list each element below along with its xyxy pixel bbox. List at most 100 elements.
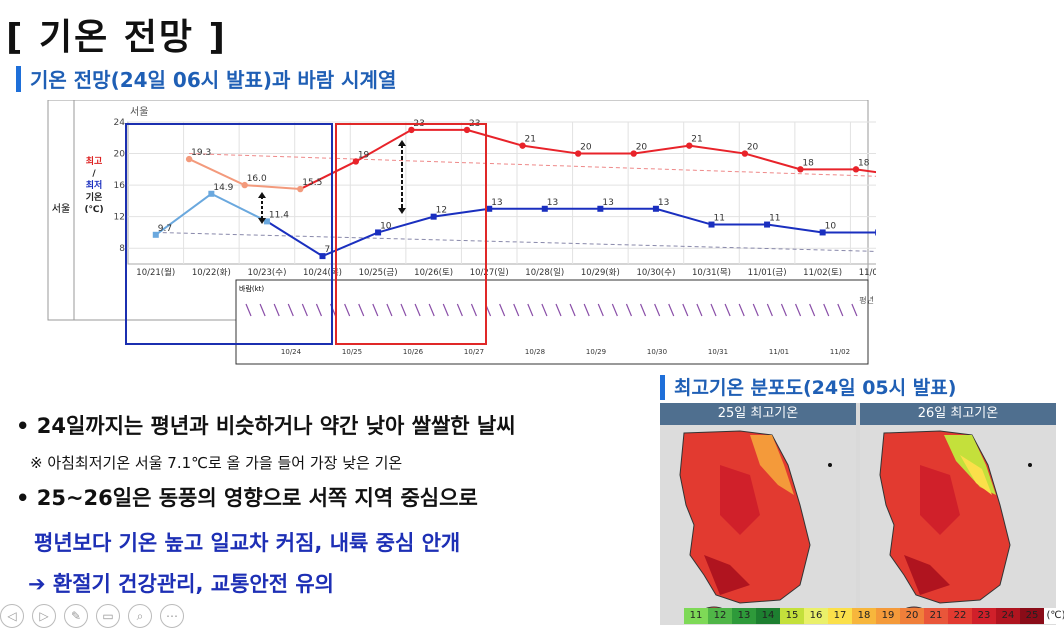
- wind-barb: [259, 303, 266, 317]
- chart-title: 서울: [130, 106, 148, 118]
- series-line: [299, 128, 876, 190]
- legend-cell: 22: [948, 608, 972, 624]
- data-label: 21: [525, 135, 536, 145]
- data-point: [185, 155, 193, 163]
- next-icon[interactable]: ▷: [32, 604, 56, 628]
- data-point: [463, 126, 471, 134]
- data-point: [875, 229, 876, 236]
- legend-cell: 16: [804, 608, 828, 624]
- data-point: [630, 150, 637, 157]
- wind-barb: [442, 303, 449, 317]
- korea-map-25: [679, 430, 832, 620]
- normal-legend: 평년: [859, 295, 874, 305]
- map-section-title: 최고기온 분포도(24일 05시 발표): [674, 377, 957, 399]
- x-tick-label: 10/25(금): [359, 268, 398, 278]
- y-tick-label: 8: [119, 244, 125, 254]
- marker-icon[interactable]: ▭: [96, 604, 120, 628]
- wind-barb: [400, 303, 407, 317]
- legend-cell: 14: [756, 608, 780, 624]
- wind-tick-label: 10/26: [403, 348, 424, 356]
- wind-barb: [358, 303, 365, 317]
- wind-barb: [837, 303, 844, 317]
- data-point: [574, 150, 582, 157]
- wind-barb: [738, 303, 745, 317]
- wind-barb: [611, 303, 618, 317]
- wind-barb: [597, 303, 604, 317]
- wind-barb: [639, 303, 647, 317]
- x-tick-label: 10/24(목): [303, 268, 342, 278]
- map-panel-26: 26일 최고기온: [860, 403, 1056, 625]
- data-point: [686, 142, 693, 149]
- wind-barb: [809, 303, 816, 317]
- normal-min-line: [155, 231, 876, 252]
- wind-barb: [569, 303, 576, 317]
- prev-icon[interactable]: ◁: [0, 604, 24, 628]
- korea-map-26: [879, 430, 1032, 620]
- wind-barb: [344, 303, 351, 317]
- legend-unit: (℃): [1044, 608, 1064, 624]
- presentation-toolbar: ◁ ▷ ✎ ▭ ⌕ ⋯: [0, 604, 184, 628]
- wind-barb: [794, 303, 802, 317]
- wind-tick-label: 10/31: [708, 348, 728, 356]
- data-label: 13: [602, 198, 613, 208]
- wind-barb: [301, 303, 308, 317]
- data-point: [541, 205, 548, 212]
- x-tick-label: 10/21(월): [136, 267, 175, 278]
- data-point: [852, 166, 860, 173]
- y-tick-label: 24: [114, 118, 126, 128]
- x-tick-label: 10/30(수): [636, 268, 675, 278]
- series-layer: 19.316.015.519232321202021201818179.714.…: [152, 119, 876, 260]
- x-tick-label: 11/03(일): [859, 268, 876, 278]
- legend-cell: 25: [1020, 608, 1044, 624]
- data-point: [263, 218, 270, 225]
- x-tick-label: 10/27(일): [470, 268, 509, 278]
- wind-panel-label: 바람(kt): [239, 284, 264, 293]
- data-label: 20: [747, 143, 759, 153]
- x-tick-label: 11/01(금): [748, 268, 787, 278]
- wind-barb: [315, 303, 323, 317]
- bullet-3: ➔ 환절기 건강관리, 교통안전 유의: [28, 572, 334, 596]
- wind-barb: [245, 303, 252, 317]
- y-tick-label: 20: [114, 150, 126, 160]
- wind-barb: [752, 303, 759, 317]
- wind-barbs: [245, 303, 858, 317]
- x-tick-label: 10/28(일): [525, 268, 564, 278]
- data-label: 18: [858, 158, 870, 168]
- data-label: 12: [436, 206, 447, 216]
- normal-max-line: [189, 153, 876, 177]
- search-icon[interactable]: ⌕: [128, 604, 152, 628]
- data-point: [408, 126, 415, 134]
- y-tick-label: 16: [114, 181, 126, 191]
- range-arrow-1023: [258, 192, 266, 224]
- y-axis-ticks: 8 12 16 20 24: [114, 118, 126, 254]
- data-point: [486, 205, 493, 212]
- wind-barb: [372, 303, 379, 317]
- data-point: [430, 213, 437, 220]
- page-title: [ 기온 전망 ]: [6, 17, 227, 58]
- wind-barb: [527, 303, 534, 317]
- y-axis-label-line: /: [92, 169, 96, 179]
- data-point: [152, 231, 159, 238]
- temperature-chart: 서울 서울 8 12 16 20 24 최고 /최저기온 (℃) 10/21(월) 10/22…: [47, 100, 876, 365]
- pen-icon[interactable]: ✎: [64, 604, 88, 628]
- bullet-1: • 24일까지는 평년과 비슷하거나 약간 낮아 쌀쌀한 날씨: [16, 414, 516, 438]
- data-point: [797, 166, 804, 173]
- data-label: 14.9: [213, 183, 233, 193]
- y-axis-label-line: 최저: [86, 179, 103, 191]
- more-icon[interactable]: ⋯: [160, 604, 184, 628]
- data-label: 11.4: [269, 210, 289, 220]
- data-label: 9.7: [158, 224, 172, 234]
- data-point: [764, 221, 771, 228]
- section-title: 기온 전망(24일 06시 발표)과 바람 시계열: [30, 68, 397, 92]
- wind-tick-label: 10/24: [281, 348, 302, 356]
- wind-barb: [654, 303, 661, 317]
- x-axis-ticks: 10/21(월) 10/22(화) 10/23(수) 10/24(목) 10/25(금)…: [136, 267, 876, 278]
- y-tick-label: 12: [114, 213, 125, 223]
- bullet-1-note: ※ 아침최저기온 서울 7.1℃로 올 가을 들어 가장 낮은 기온: [30, 454, 403, 472]
- map-accent-bar: [660, 375, 665, 400]
- wind-barb: [625, 303, 633, 317]
- wind-tick-label: 10/25: [342, 348, 362, 356]
- wind-ticks: 10/24 10/25 10/26 10/27 10/28 10/29 10/30 10/31…: [281, 348, 850, 356]
- data-point: [241, 181, 248, 189]
- wind-barb: [541, 303, 548, 317]
